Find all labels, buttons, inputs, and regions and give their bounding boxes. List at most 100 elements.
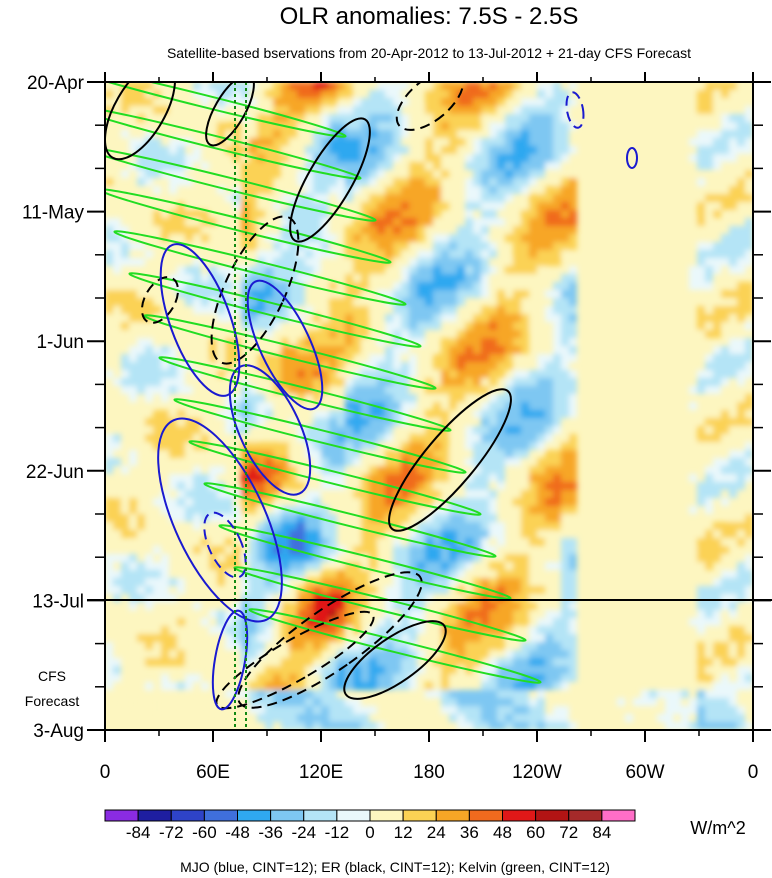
heatmap-cell xyxy=(257,418,265,426)
heatmap-cell xyxy=(481,618,489,626)
heatmap-cell xyxy=(169,306,177,314)
heatmap-cell xyxy=(489,642,497,650)
heatmap-cell xyxy=(353,266,361,274)
heatmap-cell xyxy=(697,98,705,106)
heatmap-cell xyxy=(457,442,465,450)
heatmap-cell xyxy=(153,346,161,354)
heatmap-cell xyxy=(569,666,577,674)
heatmap-cell xyxy=(257,202,265,210)
heatmap-cell xyxy=(369,122,377,130)
heatmap-cell xyxy=(201,82,209,90)
heatmap-cell xyxy=(505,538,513,546)
heatmap-cell xyxy=(121,130,129,138)
heatmap-cell xyxy=(425,562,433,570)
heatmap-cell xyxy=(713,154,721,162)
heatmap-cell xyxy=(137,514,145,522)
heatmap-cell xyxy=(193,634,201,642)
heatmap-cell xyxy=(289,554,297,562)
heatmap-cell xyxy=(441,538,449,546)
heatmap-cell xyxy=(385,82,393,90)
heatmap-cell xyxy=(153,282,161,290)
heatmap-cell xyxy=(553,234,561,242)
heatmap-cell xyxy=(489,402,497,410)
heatmap-cell xyxy=(473,386,481,394)
heatmap-cell xyxy=(153,698,161,706)
heatmap-cell xyxy=(105,554,113,562)
heatmap-cell xyxy=(473,242,481,250)
heatmap-cell xyxy=(393,210,401,218)
heatmap-cell xyxy=(409,402,417,410)
heatmap-cell xyxy=(273,346,281,354)
heatmap-cell xyxy=(249,386,257,394)
heatmap-cell xyxy=(489,570,497,578)
heatmap-cell xyxy=(297,634,305,642)
heatmap-cell xyxy=(553,490,561,498)
heatmap-cell xyxy=(513,138,521,146)
heatmap-cell xyxy=(113,538,121,546)
heatmap-cell xyxy=(489,514,497,522)
heatmap-cell xyxy=(481,682,489,690)
heatmap-cell xyxy=(289,194,297,202)
heatmap-cell xyxy=(113,298,121,306)
heatmap-cell xyxy=(281,562,289,570)
heatmap-cell xyxy=(705,242,713,250)
heatmap-cell xyxy=(297,170,305,178)
heatmap-cell xyxy=(409,394,417,402)
heatmap-cell xyxy=(217,114,225,122)
heatmap-cell xyxy=(225,634,233,642)
heatmap-cell xyxy=(337,698,345,706)
heatmap-cell xyxy=(401,642,409,650)
heatmap-cell xyxy=(537,394,545,402)
heatmap-cell xyxy=(433,450,441,458)
heatmap-cell xyxy=(273,322,281,330)
heatmap-cell xyxy=(457,666,465,674)
heatmap-cell xyxy=(681,714,689,722)
heatmap-cell xyxy=(545,354,553,362)
heatmap-cell xyxy=(193,578,201,586)
heatmap-cell xyxy=(473,82,481,90)
heatmap-cell xyxy=(121,378,129,386)
heatmap-cell xyxy=(705,538,713,546)
heatmap-cell xyxy=(281,434,289,442)
heatmap-cell xyxy=(721,146,729,154)
heatmap-cell xyxy=(105,178,113,186)
heatmap-cell xyxy=(561,442,569,450)
heatmap-cell xyxy=(289,682,297,690)
heatmap-cell xyxy=(353,650,361,658)
heatmap-cell xyxy=(361,722,369,730)
heatmap-cell xyxy=(177,178,185,186)
heatmap-cell xyxy=(289,106,297,114)
heatmap-cell xyxy=(737,458,745,466)
heatmap-cell xyxy=(497,602,505,610)
heatmap-cell xyxy=(529,122,537,130)
heatmap-cell xyxy=(161,226,169,234)
heatmap-cell xyxy=(481,290,489,298)
heatmap-cell xyxy=(161,370,169,378)
heatmap-cell xyxy=(481,498,489,506)
heatmap-cell xyxy=(569,546,577,554)
heatmap-cell xyxy=(257,530,265,538)
heatmap-cell xyxy=(481,138,489,146)
heatmap-cell xyxy=(249,506,257,514)
heatmap-cell xyxy=(729,450,737,458)
heatmap-cell xyxy=(273,586,281,594)
heatmap-cell xyxy=(489,202,497,210)
heatmap-cell xyxy=(497,194,505,202)
heatmap-cell xyxy=(201,658,209,666)
heatmap-cell xyxy=(401,130,409,138)
heatmap-cell xyxy=(521,498,529,506)
heatmap-cell xyxy=(177,138,185,146)
heatmap-cell xyxy=(105,674,113,682)
heatmap-cell xyxy=(457,722,465,730)
heatmap-cell xyxy=(393,154,401,162)
heatmap-cell xyxy=(385,594,393,602)
heatmap-cell xyxy=(161,490,169,498)
heatmap-cell xyxy=(113,586,121,594)
heatmap-cell xyxy=(329,234,337,242)
heatmap-cell xyxy=(465,442,473,450)
heatmap-cell xyxy=(425,130,433,138)
heatmap-cell xyxy=(193,570,201,578)
heatmap-cell xyxy=(721,570,729,578)
heatmap-cell xyxy=(473,690,481,698)
heatmap-cell xyxy=(545,498,553,506)
